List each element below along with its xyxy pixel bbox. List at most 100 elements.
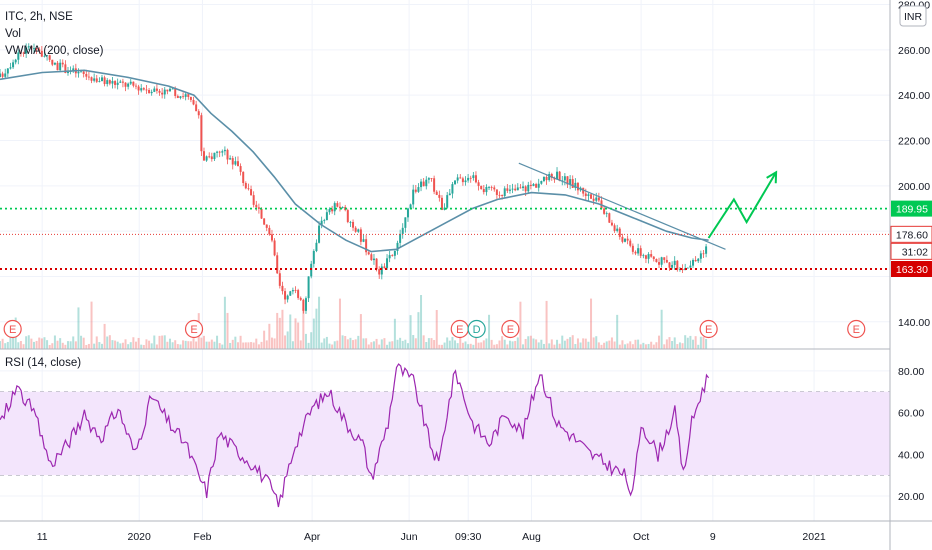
candle-body (276, 255, 279, 274)
volume-bar (440, 344, 443, 349)
legend-vwma[interactable]: VWMA (200, close) (5, 45, 104, 57)
volume-bar (684, 335, 687, 349)
candle-body (38, 49, 41, 51)
volume-bar (263, 330, 266, 349)
candle-body (621, 236, 624, 242)
candle-body (383, 266, 386, 269)
volume-bar (174, 340, 177, 349)
volume-bar (239, 335, 242, 349)
candle-body (448, 193, 451, 196)
volume-bar (535, 339, 538, 349)
volume-bar (32, 341, 35, 349)
volume-bar (137, 337, 140, 349)
volume-bar (108, 335, 111, 349)
resistance-tag (891, 200, 932, 217)
candle-body (506, 188, 509, 191)
candle-body (671, 264, 674, 268)
earnings-marker-badge[interactable] (847, 319, 866, 339)
volume-bar (650, 341, 653, 349)
candle-body (359, 229, 362, 242)
candle-body (631, 245, 634, 252)
volume-bar (210, 339, 213, 349)
event-markers[interactable]: E E E E E ED (3, 319, 866, 339)
currency-badge[interactable] (899, 5, 927, 27)
candle-body (103, 77, 106, 85)
volume-bar (250, 342, 253, 349)
candle-body (375, 258, 378, 270)
candle-body (4, 73, 7, 77)
projection-arrow[interactable] (707, 171, 777, 239)
candle-body (53, 62, 56, 65)
volume-bar (676, 344, 679, 349)
volume-bar (66, 341, 69, 349)
candle-body (391, 255, 394, 256)
volume-bar (90, 301, 93, 349)
volume-bar (142, 344, 145, 349)
candle-body (17, 52, 20, 60)
volume-bar (268, 323, 271, 349)
earnings-marker-badge[interactable] (184, 319, 204, 339)
volume-bar (503, 339, 506, 349)
volume-bar (375, 338, 378, 349)
earnings-marker-badge[interactable] (3, 319, 22, 339)
legend-rsi[interactable]: RSI (14, close) (5, 357, 81, 369)
volume-bar (59, 338, 62, 349)
volume-bar (592, 337, 595, 349)
volume-bar (299, 340, 302, 349)
time-axis[interactable]: 11 2020 Feb Apr Jun 09:30 Aug Oct 9 2021 (37, 531, 826, 543)
legend-vol[interactable]: Vol (5, 28, 21, 40)
candle-body (524, 186, 527, 192)
candle-body (291, 290, 294, 292)
volume-bar (553, 344, 556, 349)
volume-bar (106, 336, 109, 349)
candle-body (461, 178, 464, 183)
candle-body (1, 73, 4, 77)
rsi-axis[interactable]: 20.00 40.00 60.00 80.00 (898, 366, 924, 503)
candle-body (519, 187, 522, 189)
volume-bar (686, 337, 689, 349)
volume-bar (9, 336, 12, 349)
volume-bar (22, 344, 25, 349)
candle-body (244, 183, 247, 189)
volume-bar (522, 344, 525, 349)
volume-bar (401, 340, 404, 349)
dividend-marker-label: D (473, 324, 481, 336)
candle-body (176, 95, 179, 98)
candle-body (310, 263, 313, 277)
candle-body (87, 76, 90, 78)
volume-bar (265, 340, 268, 349)
candle-body (328, 209, 331, 213)
price-tick-label: 200.00 (898, 181, 930, 193)
candle-body (163, 89, 166, 95)
candle-body (252, 195, 255, 205)
volume-bar (508, 340, 511, 349)
volume-bar (111, 340, 114, 349)
volume-bar (95, 336, 98, 349)
candle-body (325, 212, 328, 221)
candle-body (451, 184, 454, 194)
candle-body (425, 179, 428, 187)
trend-line[interactable] (518, 162, 726, 250)
earnings-marker-badge[interactable] (699, 319, 718, 339)
candle-body (208, 156, 211, 158)
candle-body (171, 88, 174, 90)
volume-bar (276, 312, 279, 349)
earnings-marker-badge[interactable] (501, 319, 520, 339)
volume-bar (297, 322, 300, 349)
dividend-marker-badge[interactable] (467, 319, 486, 339)
candle-body (658, 262, 661, 265)
volume-bar (550, 339, 553, 349)
time-tick-label: 11 (37, 531, 48, 543)
candle-body (116, 82, 119, 85)
candle-body (624, 238, 627, 242)
legend-symbol[interactable]: ITC, 2h, NSE (5, 11, 73, 23)
volume-bar (527, 336, 530, 349)
countdown-tag (890, 242, 932, 260)
candle-body (302, 299, 305, 311)
candle-body (239, 166, 242, 172)
candle-body (514, 188, 517, 191)
candle-body (242, 171, 245, 184)
volume-bar (25, 336, 28, 349)
volume-bar (631, 344, 634, 349)
volume-bar (404, 339, 407, 349)
